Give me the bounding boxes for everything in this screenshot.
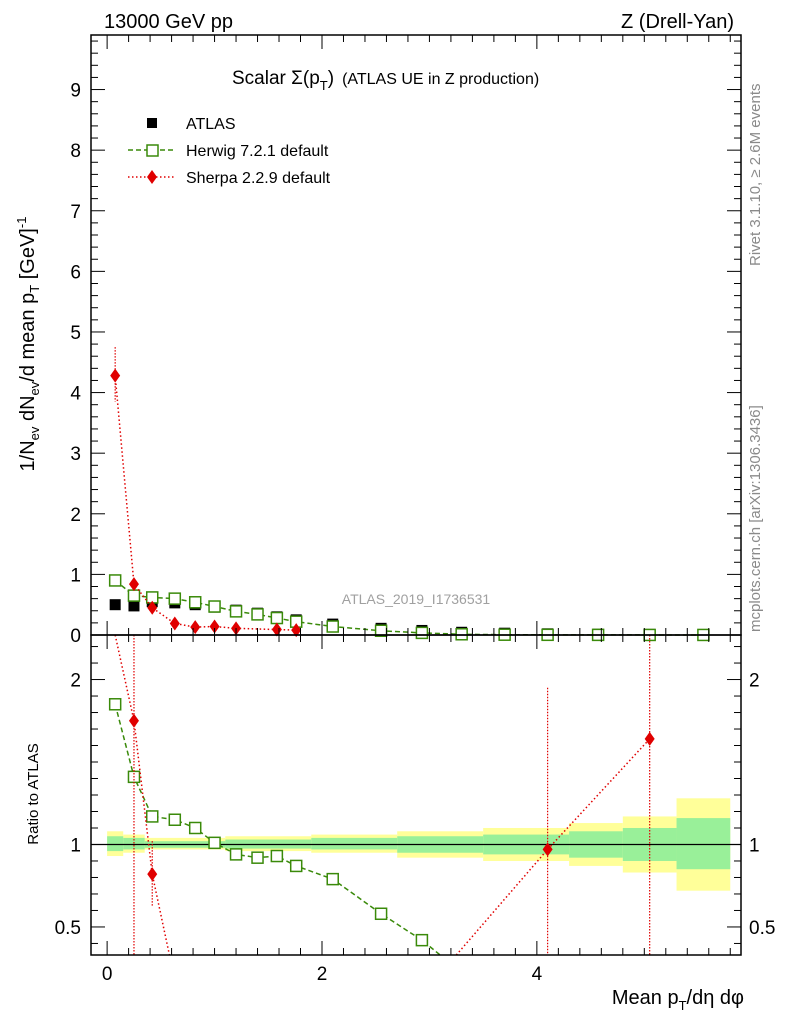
- header-right: Z (Drell-Yan): [621, 11, 734, 33]
- y-tick-label: 0: [70, 626, 81, 647]
- sherpa-point: [110, 368, 121, 383]
- legend-marker-sherpa: [147, 170, 157, 184]
- herwig-point: [127, 589, 141, 602]
- herwig-point: [168, 592, 182, 605]
- sherpa-line: [114, 375, 297, 631]
- ratio-panel-frame: [90, 634, 742, 956]
- axes: 0 1 2 3 4 5 6 7 8 9 0 2 4 0.5 0.5 1 1 2 2: [55, 35, 775, 985]
- x-axis-label: Mean pT/dη dφ: [612, 987, 744, 1013]
- header-left: 13000 GeV pp: [104, 11, 233, 33]
- legend-marker-atlas: [147, 118, 157, 128]
- herwig-ratio-point: [270, 849, 284, 863]
- y-tick-label: 2: [70, 505, 81, 526]
- sherpa-point: [147, 600, 158, 615]
- ratio-band-green: [311, 837, 398, 850]
- herwig-ratio-point: [145, 810, 159, 823]
- herwig-ratio-point: [108, 698, 122, 711]
- ratio-tick-label-right: 2: [749, 671, 760, 692]
- sherpa-point: [209, 619, 220, 634]
- herwig-line: [114, 579, 704, 636]
- herwig-point: [108, 574, 122, 587]
- atlas-point: [109, 599, 121, 611]
- herwig-ratio-point: [374, 907, 388, 921]
- mcplots-label: mcplots.cern.ch [arXiv:1306.3436]: [747, 405, 764, 632]
- y-tick-label: 7: [70, 202, 81, 223]
- legend-label-herwig: Herwig 7.2.1 default: [186, 143, 329, 160]
- herwig-ratio-point: [188, 821, 202, 835]
- herwig-ratio-point: [168, 813, 182, 826]
- legend-label-atlas: ATLAS: [186, 116, 236, 133]
- sherpa-ratio-line: [114, 634, 171, 956]
- y-tick-label: 3: [70, 444, 81, 465]
- y-tick-label: 8: [70, 141, 81, 162]
- herwig-ratio-point: [289, 859, 303, 873]
- analysis-id: ATLAS_2019_I1736531: [342, 591, 491, 607]
- herwig-point: [208, 600, 221, 613]
- x-tick-label: 4: [532, 964, 543, 985]
- sherpa-point: [291, 623, 302, 638]
- ratio-band-green: [107, 836, 124, 852]
- y-axis-label: 1/Nev dNev/d mean pT [GeV]-1: [14, 217, 42, 472]
- x-tick-label: 0: [102, 964, 113, 985]
- y-tick-label: 1: [70, 565, 81, 586]
- sherpa-ratio-point: [542, 842, 553, 857]
- sherpa-point: [128, 577, 139, 592]
- legend-label-sherpa: Sherpa 2.2.9 default: [186, 170, 331, 187]
- herwig-ratio-point: [208, 836, 221, 850]
- herwig-point: [229, 605, 243, 618]
- herwig-point: [251, 608, 264, 621]
- sherpa-point: [190, 620, 201, 635]
- herwig-ratio-point: [229, 848, 243, 861]
- y-tick-label: 4: [70, 384, 81, 405]
- sherpa-point: [169, 616, 180, 631]
- sherpa-ratio-point: [644, 731, 655, 746]
- rivet-label: Rivet 3.1.10, ≥ 2.6M events: [747, 84, 764, 267]
- ratio-band-green: [123, 837, 145, 850]
- ratio-y-axis-label: Ratio to ATLAS: [25, 743, 42, 844]
- herwig-point: [326, 620, 339, 633]
- x-tick-label: 2: [317, 964, 328, 985]
- sherpa-ratio-point: [128, 713, 139, 728]
- y-tick-label: 9: [70, 81, 81, 102]
- ratio-tick-label-right: 0.5: [749, 918, 775, 939]
- herwig-ratio-point: [326, 872, 339, 886]
- ratio-tick-label-right: 1: [749, 835, 760, 856]
- herwig-point: [270, 611, 284, 625]
- atlas-point: [128, 600, 140, 612]
- legend-marker-herwig: [146, 144, 159, 157]
- legend: ATLAS Herwig 7.2.1 default Sherpa 2.2.9 …: [128, 116, 331, 187]
- y-tick-label: 5: [70, 323, 81, 344]
- ratio-tick-label-left: 1: [70, 835, 81, 856]
- herwig-point: [415, 626, 429, 640]
- herwig-point: [188, 596, 202, 609]
- herwig-ratio-line: [114, 704, 441, 956]
- ratio-tick-label-left: 0.5: [55, 918, 81, 939]
- chart-title: Scalar Σ(pT) (ATLAS UE in Z production): [232, 68, 539, 93]
- herwig-ratio-point: [251, 851, 264, 864]
- sherpa-ratio-point: [147, 867, 158, 882]
- ratio-tick-label-left: 2: [70, 671, 81, 692]
- herwig-ratio-point: [415, 933, 429, 947]
- y-tick-label: 6: [70, 262, 81, 283]
- ratio-band-green: [676, 818, 731, 870]
